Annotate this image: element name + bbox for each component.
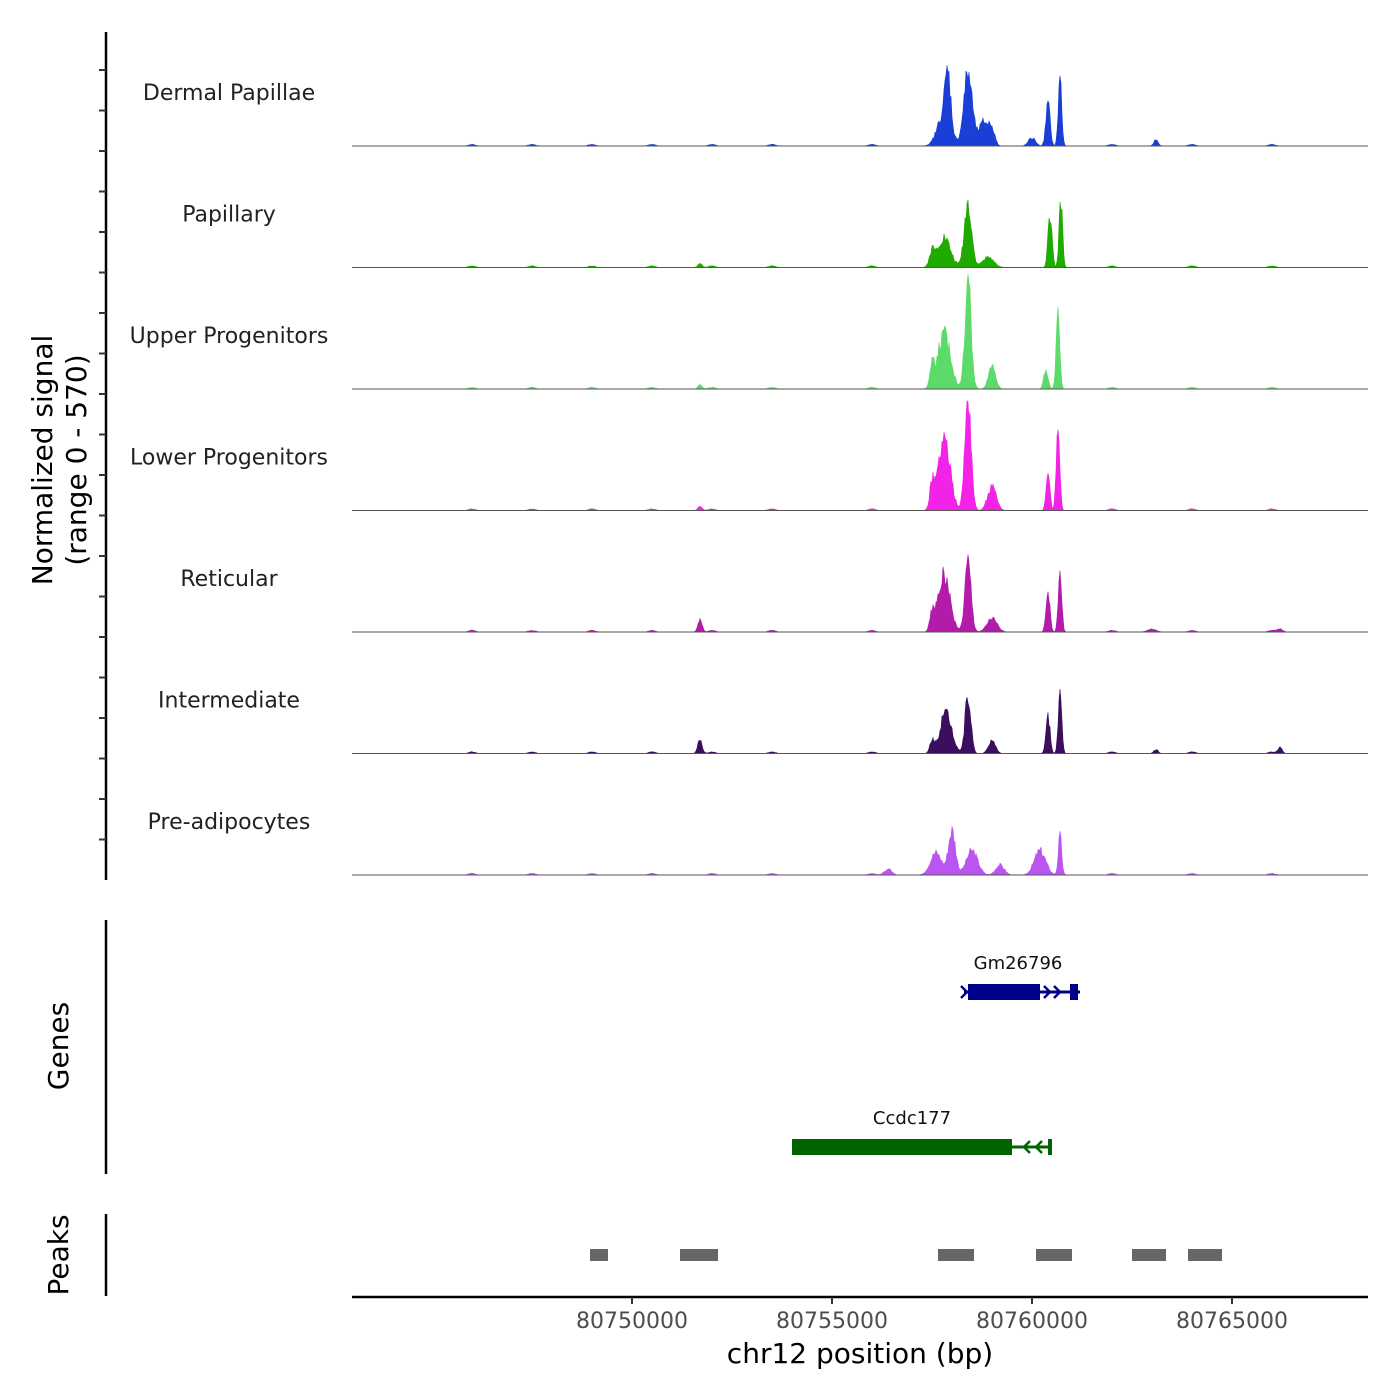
track-intermediate: Intermediate xyxy=(158,689,1368,754)
track-label: Reticular xyxy=(180,567,278,592)
gene-label: Gm26796 xyxy=(974,953,1063,974)
gene-track: Genes Gm26796 Ccdc177 xyxy=(42,920,1080,1174)
gene-strand-arrow xyxy=(1034,1140,1043,1154)
signal-area xyxy=(352,199,1368,268)
gene-exon xyxy=(1070,984,1078,1000)
gene-gm26796: Gm26796 xyxy=(960,953,1080,1000)
track-reticular: Reticular xyxy=(180,554,1368,633)
peak-region xyxy=(590,1249,608,1261)
peak-region xyxy=(1036,1249,1072,1261)
gene-strand-arrow xyxy=(1053,985,1062,999)
gene-ccdc177: Ccdc177 xyxy=(792,1108,1052,1155)
gene-strand-arrow xyxy=(1043,985,1052,999)
track-label: Pre-adipocytes xyxy=(148,810,311,835)
track-label: Papillary xyxy=(182,203,276,228)
x-tick-label: 80760000 xyxy=(976,1309,1088,1334)
signal-area xyxy=(352,554,1368,633)
genes-axis-title: Genes xyxy=(42,1002,75,1090)
track-label: Upper Progenitors xyxy=(130,324,329,349)
signal-axis-title: Normalized signal(range 0 - 570) xyxy=(26,335,93,586)
peak-region xyxy=(1188,1249,1222,1261)
track-lower-progenitors: Lower Progenitors xyxy=(130,399,1368,511)
gene-label: Ccdc177 xyxy=(873,1108,951,1129)
x-axis-title: chr12 position (bp) xyxy=(727,1337,993,1370)
signal-axis-title-line1: Normalized signal xyxy=(26,335,59,586)
gene-exon xyxy=(1048,1139,1052,1155)
x-tick-label: 80755000 xyxy=(776,1309,888,1334)
x-tick-label: 80750000 xyxy=(576,1309,688,1334)
signal-area xyxy=(352,65,1368,147)
signal-axis: Normalized signal(range 0 - 570) xyxy=(26,32,108,880)
peak-region xyxy=(680,1249,718,1261)
peak-region xyxy=(1132,1249,1166,1261)
gene-exon xyxy=(792,1139,1012,1155)
signal-area xyxy=(352,273,1368,390)
track-label: Intermediate xyxy=(158,689,300,714)
gene-exon xyxy=(968,984,1040,1000)
track-label: Lower Progenitors xyxy=(130,446,328,471)
track-upper-progenitors: Upper Progenitors xyxy=(130,273,1368,390)
signal-area xyxy=(352,689,1368,754)
peak-track: Peaks xyxy=(42,1214,1222,1296)
signal-tracks: Dermal Papillae Papillary Upper Progenitor… xyxy=(130,65,1368,876)
track-papillary: Papillary xyxy=(182,199,1368,268)
signal-area xyxy=(352,826,1368,876)
gene-strand-arrow xyxy=(1022,1140,1031,1154)
gene-strand-arrow xyxy=(960,985,969,999)
signal-area xyxy=(352,399,1368,511)
signal-axis-title-line2: (range 0 - 570) xyxy=(60,354,93,565)
x-tick-label: 80765000 xyxy=(1176,1309,1288,1334)
peaks-axis-title: Peaks xyxy=(42,1214,75,1295)
peak-region xyxy=(938,1249,974,1261)
x-axis: 80750000 80755000 80760000 80765000 chr12 po… xyxy=(352,1295,1368,1370)
track-pre-adipocytes: Pre-adipocytes xyxy=(148,810,1368,876)
track-label: Dermal Papillae xyxy=(143,81,315,106)
track-dermal-papillae: Dermal Papillae xyxy=(143,65,1368,147)
